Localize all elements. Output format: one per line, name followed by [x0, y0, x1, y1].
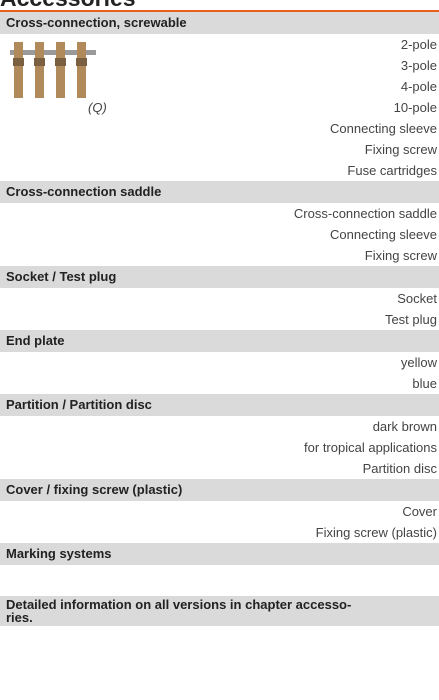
image-caption: (Q) — [88, 100, 107, 115]
item-label: Test plug — [384, 312, 437, 327]
section-header: Marking systems — [0, 543, 439, 565]
item-label: 3-pole — [400, 58, 437, 73]
section-header: End plate — [0, 330, 439, 352]
item-label: Fixing screw — [364, 142, 437, 157]
section-header: Socket / Test plug — [0, 266, 439, 288]
item-label: Cross-connection saddle — [293, 206, 437, 221]
item-label: yellow — [400, 355, 437, 370]
section-header: Cover / fixing screw (plastic) — [0, 479, 439, 501]
item-label: Connecting sleeve — [330, 121, 437, 136]
footer-line: ries. — [6, 610, 33, 625]
item-label: Cover — [402, 504, 437, 519]
item-label: 2-pole — [400, 37, 437, 52]
item-label: Partition disc — [362, 461, 437, 476]
title-rule — [0, 10, 439, 12]
item-label: Fuse cartridges — [347, 163, 437, 178]
item-label: Connecting sleeve — [330, 227, 437, 242]
page-title: Accessories — [0, 0, 136, 12]
section-header: Cross-connection, screwable — [0, 12, 439, 34]
item-label: Socket — [397, 291, 437, 306]
product-image — [10, 42, 96, 98]
item-label: dark brown — [372, 419, 437, 434]
item-label: for tropical applications — [304, 440, 437, 455]
item-label: 10-pole — [393, 100, 437, 115]
item-label: 4-pole — [400, 79, 437, 94]
item-label: blue — [412, 376, 437, 391]
section-header: Cross-connection saddle — [0, 181, 439, 203]
footer-line: Detailed information on all versions in … — [6, 597, 352, 612]
item-label: Fixing screw — [364, 248, 437, 263]
item-label: Fixing screw (plastic) — [315, 525, 437, 540]
footer-note: Detailed information on all versions in … — [0, 596, 439, 626]
section-header: Partition / Partition disc — [0, 394, 439, 416]
